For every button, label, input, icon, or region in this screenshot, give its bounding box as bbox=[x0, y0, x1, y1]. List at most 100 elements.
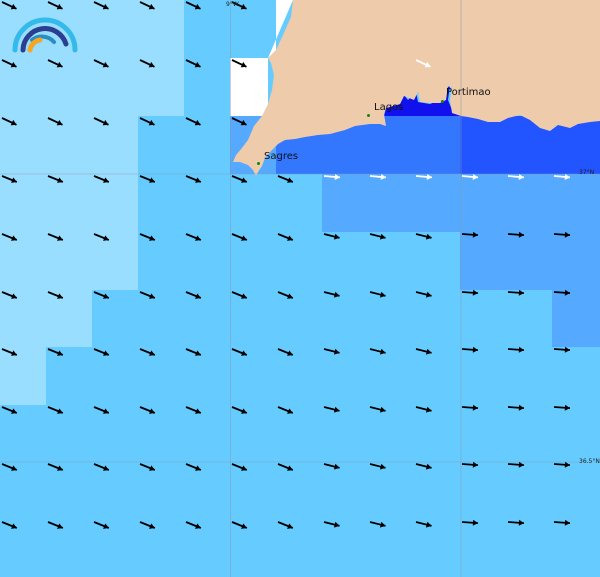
direction-arrow bbox=[323, 173, 341, 180]
forecast-cell bbox=[138, 116, 185, 175]
direction-arrow bbox=[1, 59, 17, 68]
forecast-cell bbox=[46, 405, 93, 463]
direction-arrow bbox=[1, 463, 18, 471]
forecast-cell bbox=[322, 462, 369, 521]
lat-label-36-5n: 36.5°N bbox=[579, 458, 600, 465]
forecast-cell bbox=[368, 405, 415, 463]
forecast-cell bbox=[138, 405, 185, 463]
forecast-cell bbox=[460, 405, 507, 463]
direction-arrow bbox=[415, 173, 433, 180]
direction-arrow bbox=[139, 117, 155, 126]
forecast-cell bbox=[506, 405, 553, 463]
forecast-cell bbox=[552, 520, 600, 577]
direction-arrow bbox=[1, 1, 17, 10]
direction-arrow bbox=[47, 1, 63, 10]
direction-arrow bbox=[277, 348, 294, 356]
direction-arrow bbox=[93, 233, 110, 241]
forecast-cell bbox=[138, 174, 185, 233]
forecast-cell bbox=[0, 405, 47, 463]
place-label-lagos: Lagos bbox=[374, 102, 404, 113]
direction-arrow bbox=[553, 173, 571, 180]
forecast-cell bbox=[552, 290, 600, 348]
forecast-cell bbox=[138, 462, 185, 521]
forecast-cell bbox=[230, 0, 277, 59]
direction-arrow bbox=[185, 463, 202, 471]
direction-arrow bbox=[415, 291, 432, 298]
forecast-cell bbox=[414, 290, 461, 348]
forecast-cell bbox=[460, 290, 507, 348]
forecast-cell bbox=[414, 520, 461, 577]
direction-arrow bbox=[185, 175, 202, 183]
forecast-cell bbox=[552, 232, 600, 291]
direction-arrow bbox=[47, 117, 63, 126]
direction-arrow bbox=[553, 519, 571, 526]
forecast-cell bbox=[552, 462, 600, 521]
forecast-cell bbox=[276, 405, 323, 463]
forecast-cell bbox=[46, 520, 93, 577]
direction-arrow bbox=[231, 233, 248, 241]
direction-arrow bbox=[461, 404, 479, 411]
direction-arrow bbox=[507, 289, 525, 296]
forecast-cell bbox=[92, 58, 139, 117]
forecast-cell bbox=[230, 232, 277, 291]
forecast-cell bbox=[0, 347, 47, 406]
forecast-cell bbox=[184, 347, 231, 406]
forecast-cell bbox=[0, 116, 47, 175]
forecast-cell bbox=[276, 347, 323, 406]
direction-arrow bbox=[47, 463, 64, 471]
forecast-cell bbox=[184, 462, 231, 521]
direction-arrow bbox=[185, 117, 201, 126]
direction-arrow bbox=[185, 233, 202, 241]
direction-arrow bbox=[139, 348, 156, 356]
forecast-cell bbox=[506, 290, 553, 348]
direction-arrow bbox=[185, 521, 202, 529]
forecast-cell bbox=[368, 290, 415, 348]
direction-arrow bbox=[1, 291, 18, 299]
direction-arrow bbox=[507, 173, 525, 180]
forecast-cell bbox=[322, 174, 369, 233]
forecast-cell bbox=[138, 520, 185, 577]
direction-arrow bbox=[1, 348, 18, 356]
direction-arrow bbox=[461, 519, 479, 526]
direction-arrow bbox=[47, 59, 63, 68]
direction-arrow bbox=[553, 231, 571, 238]
forecast-cell bbox=[414, 232, 461, 291]
portimao-marker bbox=[441, 100, 444, 103]
forecast-cell bbox=[460, 174, 507, 233]
lagos-marker bbox=[367, 114, 370, 117]
direction-arrow bbox=[323, 291, 340, 298]
forecast-cell bbox=[46, 290, 93, 348]
direction-arrow bbox=[139, 291, 156, 299]
wave-arcs-logo bbox=[10, 16, 80, 60]
direction-arrow bbox=[415, 521, 432, 528]
direction-arrow bbox=[1, 175, 18, 183]
forecast-cell bbox=[184, 0, 231, 59]
direction-arrow bbox=[139, 59, 155, 68]
forecast-cell bbox=[368, 116, 415, 175]
direction-arrow bbox=[1, 521, 18, 529]
forecast-cell bbox=[92, 347, 139, 406]
direction-arrow bbox=[553, 346, 571, 353]
direction-arrow bbox=[93, 521, 110, 529]
forecast-cell bbox=[0, 232, 47, 291]
direction-arrow bbox=[415, 463, 432, 470]
forecast-cell bbox=[276, 232, 323, 291]
direction-arrow bbox=[507, 519, 525, 526]
direction-arrow bbox=[47, 291, 64, 299]
direction-arrow bbox=[93, 406, 110, 414]
direction-arrow bbox=[185, 291, 202, 299]
direction-arrow bbox=[93, 463, 110, 471]
forecast-cell bbox=[276, 174, 323, 233]
direction-arrow bbox=[323, 463, 340, 470]
forecast-cell bbox=[138, 232, 185, 291]
direction-arrow bbox=[415, 406, 432, 413]
direction-arrow bbox=[185, 1, 201, 10]
direction-arrow bbox=[461, 346, 479, 353]
forecast-cell bbox=[506, 232, 553, 291]
direction-arrow bbox=[185, 406, 202, 414]
forecast-cell bbox=[460, 462, 507, 521]
direction-arrow bbox=[47, 406, 64, 414]
direction-arrow bbox=[139, 233, 156, 241]
